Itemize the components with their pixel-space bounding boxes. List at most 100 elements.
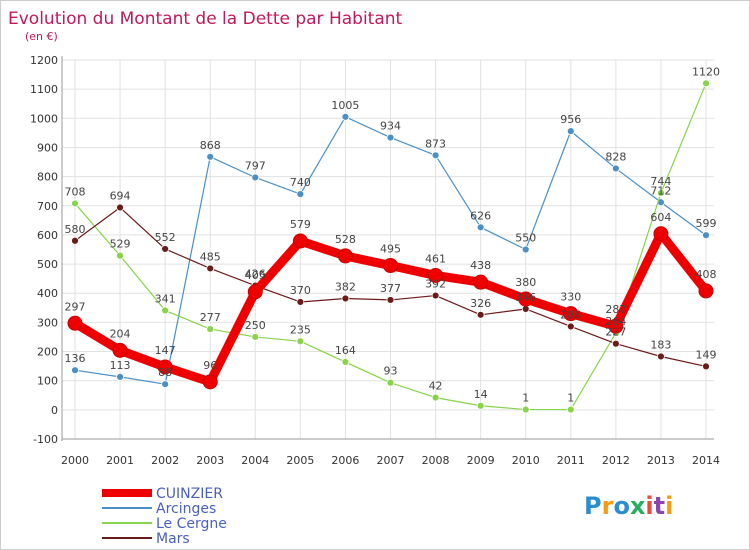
data-label: 405 (245, 269, 266, 282)
data-point (702, 362, 710, 371)
logo-letter: i (665, 492, 673, 520)
x-tick-label: 2012 (602, 454, 630, 467)
data-label: 346 (515, 291, 536, 304)
data-label: 297 (65, 300, 86, 313)
data-point (476, 401, 485, 410)
data-label: 227 (605, 326, 626, 339)
data-label: 287 (605, 303, 626, 316)
data-label: 264 (605, 315, 626, 328)
data-point (386, 133, 395, 142)
chart-title: Evolution du Montant de la Dette par Hab… (8, 9, 403, 29)
data-label: 380 (515, 276, 536, 289)
data-point (161, 306, 170, 315)
data-label: 626 (470, 209, 491, 222)
data-label: 828 (605, 150, 626, 163)
data-point (521, 245, 530, 254)
x-tick-label: 2006 (331, 454, 359, 467)
data-point (206, 152, 215, 161)
data-point (161, 245, 170, 253)
data-point (653, 226, 669, 242)
logo-letter: x (630, 492, 646, 520)
axes: -100010020030040050060070080090010001100… (30, 54, 720, 467)
data-label: 579 (290, 218, 311, 231)
y-tick-label: 500 (37, 258, 58, 271)
y-tick-label: 700 (37, 200, 58, 213)
data-label: 604 (650, 211, 671, 224)
x-tick-label: 2001 (106, 454, 134, 467)
data-label: 183 (650, 338, 671, 351)
data-point (341, 112, 350, 121)
data-label: 277 (200, 311, 221, 324)
x-tick-label: 2011 (557, 454, 585, 467)
data-label: 744 (650, 175, 671, 188)
data-point (341, 358, 350, 366)
data-point (702, 231, 710, 240)
y-tick-label: 1200 (30, 54, 58, 67)
data-point (337, 248, 353, 264)
data-point (702, 79, 710, 88)
logo-letter: r (602, 492, 614, 520)
data-point (161, 380, 170, 389)
data-label: 204 (110, 327, 131, 340)
data-label: 528 (335, 233, 356, 246)
data-label: 694 (110, 190, 131, 203)
data-point (296, 337, 305, 346)
y-tick-label: 0 (51, 404, 58, 417)
data-label: 956 (560, 113, 581, 126)
legend-label: Le Cergne (156, 516, 227, 532)
data-label: 330 (560, 291, 581, 304)
data-label: 1005 (331, 99, 359, 112)
data-label: 235 (290, 323, 311, 336)
data-point (698, 283, 714, 299)
data-label: 149 (696, 348, 717, 361)
proxiti-logo: Proxiti (584, 492, 673, 520)
data-point (566, 405, 575, 414)
logo-letter: t (654, 492, 665, 520)
data-point (476, 223, 485, 232)
data-point (566, 127, 575, 136)
data-label: 96 (203, 359, 217, 372)
data-point (473, 274, 489, 290)
data-label: 797 (245, 159, 266, 172)
data-label: 250 (245, 319, 266, 332)
data-point (431, 151, 440, 160)
data-point (71, 236, 79, 245)
data-point (296, 298, 305, 306)
logo-letter: o (613, 492, 630, 520)
x-tick-label: 2005 (286, 454, 314, 467)
y-tick-label: -100 (33, 433, 58, 446)
x-tick-label: 2009 (467, 454, 495, 467)
data-point (431, 393, 440, 402)
y-tick-label: 300 (37, 316, 58, 329)
data-point (67, 315, 83, 331)
logo-letter: P (584, 492, 602, 520)
data-point (292, 233, 308, 249)
y-tick-label: 400 (37, 287, 58, 300)
data-label: 740 (290, 176, 311, 189)
data-label: 392 (425, 278, 446, 291)
data-label: 341 (155, 292, 176, 305)
data-label: 712 (650, 184, 671, 197)
data-label: 147 (155, 344, 176, 357)
x-tick-label: 2004 (241, 454, 269, 467)
data-label: 873 (425, 137, 446, 150)
x-tick-label: 2013 (647, 454, 675, 467)
data-label: 495 (380, 243, 401, 256)
data-point (116, 203, 124, 212)
data-label: 485 (200, 250, 221, 263)
data-point (428, 267, 444, 283)
data-point (116, 251, 124, 260)
legend-label: CUINZIER (156, 486, 223, 502)
x-tick-label: 2010 (512, 454, 540, 467)
data-point (657, 352, 665, 361)
data-point (476, 310, 485, 319)
data-label: 42 (429, 380, 443, 393)
x-tick-label: 2002 (151, 454, 179, 467)
data-point (71, 366, 79, 375)
data-point (157, 359, 173, 375)
y-tick-label: 600 (37, 229, 58, 242)
x-tick-label: 2008 (422, 454, 450, 467)
